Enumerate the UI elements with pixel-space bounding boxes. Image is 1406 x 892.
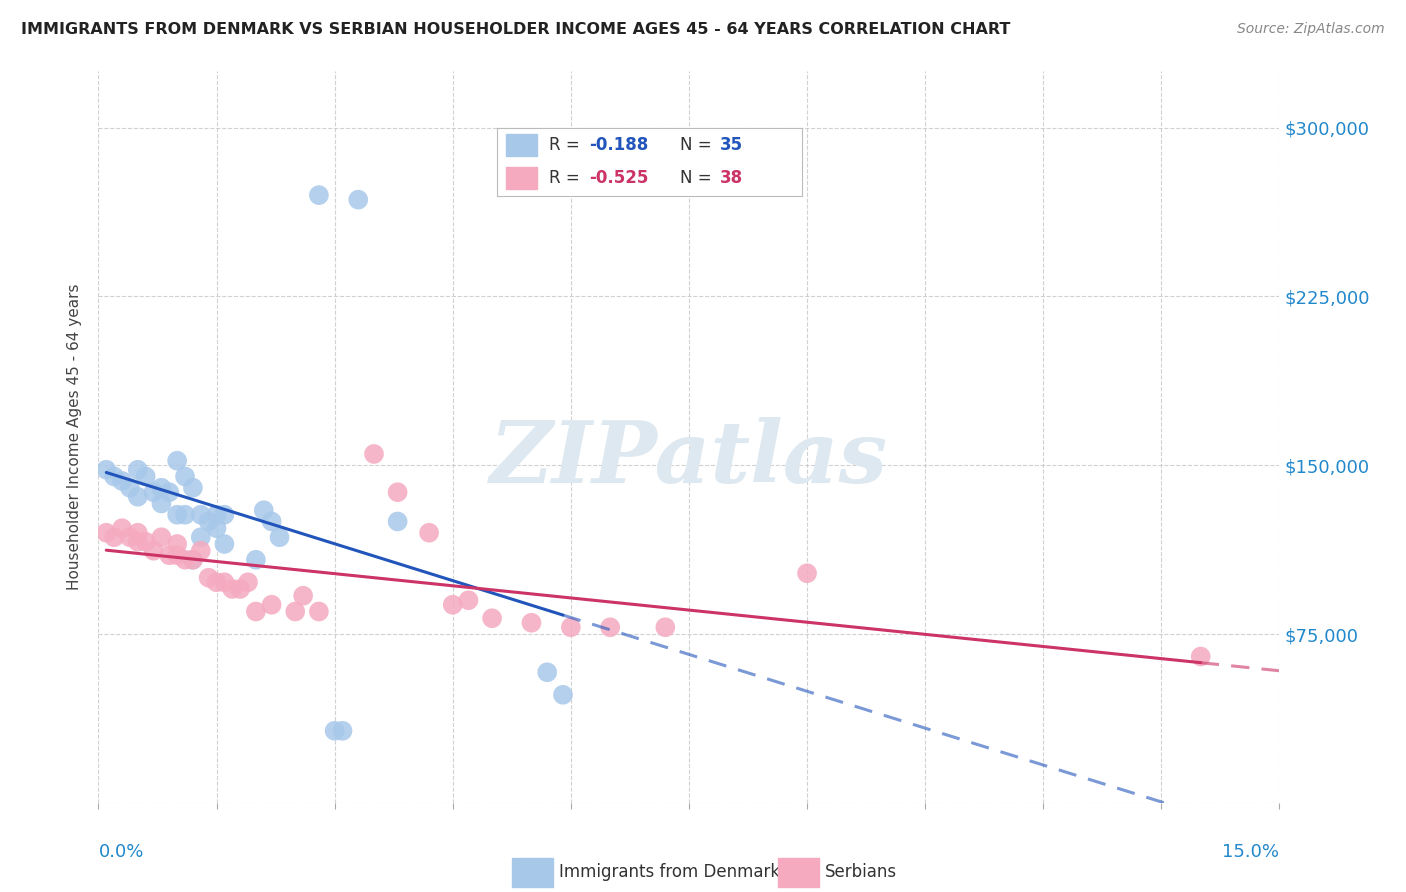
- Point: [387, 485, 409, 500]
- Point: [118, 530, 141, 544]
- Point: [118, 481, 141, 495]
- Text: IMMIGRANTS FROM DENMARK VS SERBIAN HOUSEHOLDER INCOME AGES 45 - 64 YEARS CORRELA: IMMIGRANTS FROM DENMARK VS SERBIAN HOUSE…: [21, 22, 1011, 37]
- Point: [166, 453, 188, 467]
- Point: [174, 553, 197, 567]
- Point: [96, 525, 118, 540]
- Point: [142, 543, 165, 558]
- Point: [418, 525, 440, 540]
- Point: [481, 611, 503, 625]
- Text: 35: 35: [720, 136, 742, 154]
- Point: [166, 537, 188, 551]
- Point: [127, 490, 149, 504]
- Point: [560, 620, 582, 634]
- Point: [150, 496, 173, 510]
- Point: [135, 534, 157, 549]
- Text: N =: N =: [681, 169, 717, 187]
- Text: 38: 38: [720, 169, 742, 187]
- Point: [214, 508, 236, 522]
- Text: N =: N =: [681, 136, 717, 154]
- Point: [181, 553, 204, 567]
- Text: Immigrants from Denmark: Immigrants from Denmark: [560, 863, 780, 881]
- Point: [150, 530, 173, 544]
- Point: [214, 537, 236, 551]
- Point: [197, 571, 219, 585]
- Text: Serbians: Serbians: [825, 863, 897, 881]
- Y-axis label: Householder Income Ages 45 - 64 years: Householder Income Ages 45 - 64 years: [67, 284, 83, 591]
- Point: [796, 566, 818, 581]
- Point: [135, 469, 157, 483]
- Point: [520, 615, 543, 630]
- Point: [599, 620, 621, 634]
- Point: [387, 515, 409, 529]
- Point: [308, 605, 330, 619]
- Point: [551, 688, 574, 702]
- Text: ZIPatlas: ZIPatlas: [489, 417, 889, 500]
- Point: [166, 508, 188, 522]
- Point: [1189, 649, 1212, 664]
- Point: [190, 530, 212, 544]
- Point: [536, 665, 558, 680]
- Point: [441, 598, 464, 612]
- Point: [157, 548, 180, 562]
- Point: [103, 469, 125, 483]
- Text: R =: R =: [550, 136, 585, 154]
- Point: [214, 575, 236, 590]
- Point: [347, 193, 370, 207]
- Point: [174, 469, 197, 483]
- Text: -0.525: -0.525: [589, 169, 648, 187]
- Bar: [506, 167, 537, 189]
- Point: [292, 589, 315, 603]
- Bar: [506, 134, 537, 156]
- Bar: [512, 858, 553, 887]
- Point: [221, 582, 243, 596]
- Point: [308, 188, 330, 202]
- Point: [174, 508, 197, 522]
- Text: Source: ZipAtlas.com: Source: ZipAtlas.com: [1237, 22, 1385, 37]
- Point: [332, 723, 354, 738]
- Point: [260, 515, 283, 529]
- Point: [654, 620, 676, 634]
- Point: [253, 503, 276, 517]
- Point: [269, 530, 291, 544]
- Point: [245, 605, 267, 619]
- Text: -0.188: -0.188: [589, 136, 648, 154]
- Text: 15.0%: 15.0%: [1222, 843, 1279, 861]
- Point: [457, 593, 479, 607]
- Point: [127, 463, 149, 477]
- Point: [205, 575, 228, 590]
- Point: [323, 723, 346, 738]
- Point: [127, 534, 149, 549]
- Point: [150, 481, 173, 495]
- Point: [190, 508, 212, 522]
- Point: [284, 605, 307, 619]
- Point: [181, 481, 204, 495]
- Point: [166, 548, 188, 562]
- Point: [96, 463, 118, 477]
- Bar: [778, 858, 818, 887]
- Point: [127, 525, 149, 540]
- Point: [363, 447, 385, 461]
- Point: [142, 485, 165, 500]
- Point: [111, 474, 134, 488]
- Point: [245, 553, 267, 567]
- Point: [111, 521, 134, 535]
- Point: [181, 553, 204, 567]
- Point: [236, 575, 259, 590]
- Point: [205, 508, 228, 522]
- Text: 0.0%: 0.0%: [98, 843, 143, 861]
- Point: [190, 543, 212, 558]
- Text: R =: R =: [550, 169, 585, 187]
- Point: [103, 530, 125, 544]
- Point: [229, 582, 252, 596]
- Point: [260, 598, 283, 612]
- Point: [157, 485, 180, 500]
- Point: [197, 515, 219, 529]
- Point: [205, 521, 228, 535]
